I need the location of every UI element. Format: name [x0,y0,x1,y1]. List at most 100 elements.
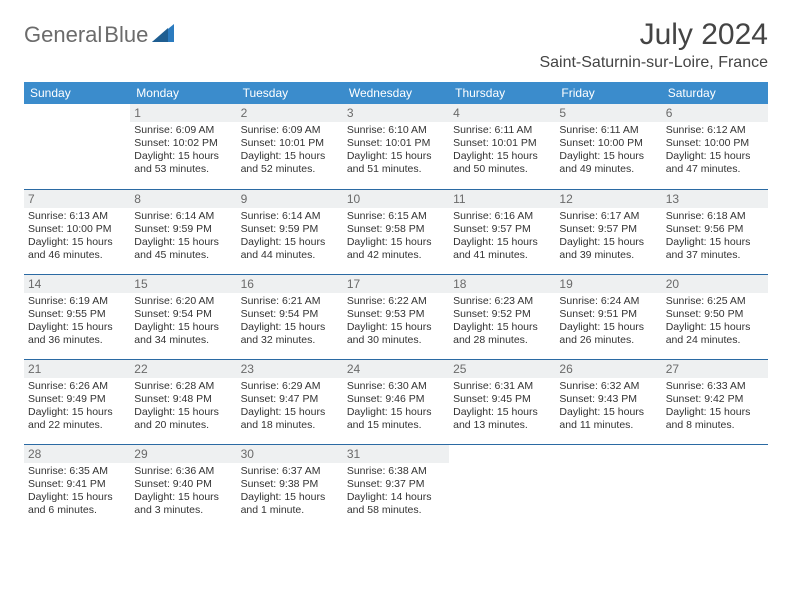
sunset-line: Sunset: 9:53 PM [347,308,445,321]
calendar-week: 28Sunrise: 6:35 AMSunset: 9:41 PMDayligh… [24,444,768,529]
sunset-line: Sunset: 9:42 PM [666,393,764,406]
calendar-cell: 13Sunrise: 6:18 AMSunset: 9:56 PMDayligh… [662,189,768,274]
day-body: Sunrise: 6:23 AMSunset: 9:52 PMDaylight:… [449,293,555,352]
day-number: 24 [343,360,449,378]
day-number: 8 [130,190,236,208]
day-header: Friday [555,82,661,104]
sunset-line: Sunset: 9:57 PM [453,223,551,236]
day-number: 19 [555,275,661,293]
daylight-line: Daylight: 15 hours and 13 minutes. [453,406,551,432]
day-number: 22 [130,360,236,378]
sunset-line: Sunset: 9:37 PM [347,478,445,491]
brand-triangle-icon [152,24,174,47]
day-body: Sunrise: 6:17 AMSunset: 9:57 PMDaylight:… [555,208,661,267]
day-body: Sunrise: 6:16 AMSunset: 9:57 PMDaylight:… [449,208,555,267]
day-number: 30 [237,445,343,463]
day-body: Sunrise: 6:09 AMSunset: 10:02 PMDaylight… [130,122,236,181]
calendar-cell: 20Sunrise: 6:25 AMSunset: 9:50 PMDayligh… [662,274,768,359]
day-header-row: SundayMondayTuesdayWednesdayThursdayFrid… [24,82,768,104]
day-body: Sunrise: 6:10 AMSunset: 10:01 PMDaylight… [343,122,449,181]
sunrise-line: Sunrise: 6:30 AM [347,380,445,393]
day-body: Sunrise: 6:35 AMSunset: 9:41 PMDaylight:… [24,463,130,522]
sunset-line: Sunset: 9:59 PM [134,223,232,236]
sunrise-line: Sunrise: 6:38 AM [347,465,445,478]
brand-logo: GeneralBlue [24,22,174,48]
sunset-line: Sunset: 9:48 PM [134,393,232,406]
calendar-cell [555,444,661,529]
daylight-line: Daylight: 15 hours and 37 minutes. [666,236,764,262]
day-number: 29 [130,445,236,463]
daylight-line: Daylight: 15 hours and 30 minutes. [347,321,445,347]
calendar-cell: 4Sunrise: 6:11 AMSunset: 10:01 PMDayligh… [449,104,555,189]
daylight-line: Daylight: 15 hours and 28 minutes. [453,321,551,347]
calendar-cell: 9Sunrise: 6:14 AMSunset: 9:59 PMDaylight… [237,189,343,274]
calendar-cell: 7Sunrise: 6:13 AMSunset: 10:00 PMDayligh… [24,189,130,274]
sunset-line: Sunset: 10:00 PM [559,137,657,150]
sunset-line: Sunset: 9:46 PM [347,393,445,406]
day-body: Sunrise: 6:29 AMSunset: 9:47 PMDaylight:… [237,378,343,437]
day-header: Sunday [24,82,130,104]
day-body: Sunrise: 6:19 AMSunset: 9:55 PMDaylight:… [24,293,130,352]
sunrise-line: Sunrise: 6:16 AM [453,210,551,223]
day-header: Saturday [662,82,768,104]
day-number: 21 [24,360,130,378]
month-title: July 2024 [539,18,768,52]
brand-text-part2: Blue [104,22,148,48]
daylight-line: Daylight: 15 hours and 53 minutes. [134,150,232,176]
sunrise-line: Sunrise: 6:36 AM [134,465,232,478]
sunrise-line: Sunrise: 6:23 AM [453,295,551,308]
day-number: 4 [449,104,555,122]
day-number: 7 [24,190,130,208]
daylight-line: Daylight: 15 hours and 20 minutes. [134,406,232,432]
calendar-cell: 25Sunrise: 6:31 AMSunset: 9:45 PMDayligh… [449,359,555,444]
sunrise-line: Sunrise: 6:33 AM [666,380,764,393]
daylight-line: Daylight: 15 hours and 15 minutes. [347,406,445,432]
calendar-cell: 5Sunrise: 6:11 AMSunset: 10:00 PMDayligh… [555,104,661,189]
day-number: 31 [343,445,449,463]
daylight-line: Daylight: 15 hours and 24 minutes. [666,321,764,347]
sunrise-line: Sunrise: 6:19 AM [28,295,126,308]
sunrise-line: Sunrise: 6:14 AM [241,210,339,223]
day-number: 5 [555,104,661,122]
day-header: Tuesday [237,82,343,104]
day-header: Wednesday [343,82,449,104]
sunset-line: Sunset: 10:00 PM [28,223,126,236]
day-body: Sunrise: 6:36 AMSunset: 9:40 PMDaylight:… [130,463,236,522]
daylight-line: Daylight: 15 hours and 34 minutes. [134,321,232,347]
daylight-line: Daylight: 15 hours and 36 minutes. [28,321,126,347]
daylight-line: Daylight: 14 hours and 58 minutes. [347,491,445,517]
calendar-cell: 23Sunrise: 6:29 AMSunset: 9:47 PMDayligh… [237,359,343,444]
sunset-line: Sunset: 9:58 PM [347,223,445,236]
day-number: 15 [130,275,236,293]
daylight-line: Daylight: 15 hours and 32 minutes. [241,321,339,347]
daylight-line: Daylight: 15 hours and 39 minutes. [559,236,657,262]
calendar-cell: 30Sunrise: 6:37 AMSunset: 9:38 PMDayligh… [237,444,343,529]
calendar-cell: 10Sunrise: 6:15 AMSunset: 9:58 PMDayligh… [343,189,449,274]
sunrise-line: Sunrise: 6:09 AM [134,124,232,137]
sunrise-line: Sunrise: 6:26 AM [28,380,126,393]
daylight-line: Daylight: 15 hours and 47 minutes. [666,150,764,176]
day-number: 17 [343,275,449,293]
day-header: Thursday [449,82,555,104]
calendar-body: 1Sunrise: 6:09 AMSunset: 10:02 PMDayligh… [24,104,768,529]
calendar-cell: 1Sunrise: 6:09 AMSunset: 10:02 PMDayligh… [130,104,236,189]
day-body: Sunrise: 6:30 AMSunset: 9:46 PMDaylight:… [343,378,449,437]
calendar-cell: 22Sunrise: 6:28 AMSunset: 9:48 PMDayligh… [130,359,236,444]
day-number: 16 [237,275,343,293]
sunset-line: Sunset: 9:47 PM [241,393,339,406]
calendar-head: SundayMondayTuesdayWednesdayThursdayFrid… [24,82,768,104]
page-root: GeneralBlue July 2024 Saint-Saturnin-sur… [0,0,792,547]
day-body: Sunrise: 6:28 AMSunset: 9:48 PMDaylight:… [130,378,236,437]
header: GeneralBlue July 2024 Saint-Saturnin-sur… [24,18,768,72]
day-body: Sunrise: 6:31 AMSunset: 9:45 PMDaylight:… [449,378,555,437]
calendar-cell: 18Sunrise: 6:23 AMSunset: 9:52 PMDayligh… [449,274,555,359]
sunset-line: Sunset: 9:54 PM [134,308,232,321]
calendar-table: SundayMondayTuesdayWednesdayThursdayFrid… [24,82,768,529]
calendar-cell: 24Sunrise: 6:30 AMSunset: 9:46 PMDayligh… [343,359,449,444]
calendar-cell: 27Sunrise: 6:33 AMSunset: 9:42 PMDayligh… [662,359,768,444]
sunrise-line: Sunrise: 6:11 AM [559,124,657,137]
day-number: 6 [662,104,768,122]
title-block: July 2024 Saint-Saturnin-sur-Loire, Fran… [539,18,768,72]
sunrise-line: Sunrise: 6:29 AM [241,380,339,393]
calendar-week: 7Sunrise: 6:13 AMSunset: 10:00 PMDayligh… [24,189,768,274]
